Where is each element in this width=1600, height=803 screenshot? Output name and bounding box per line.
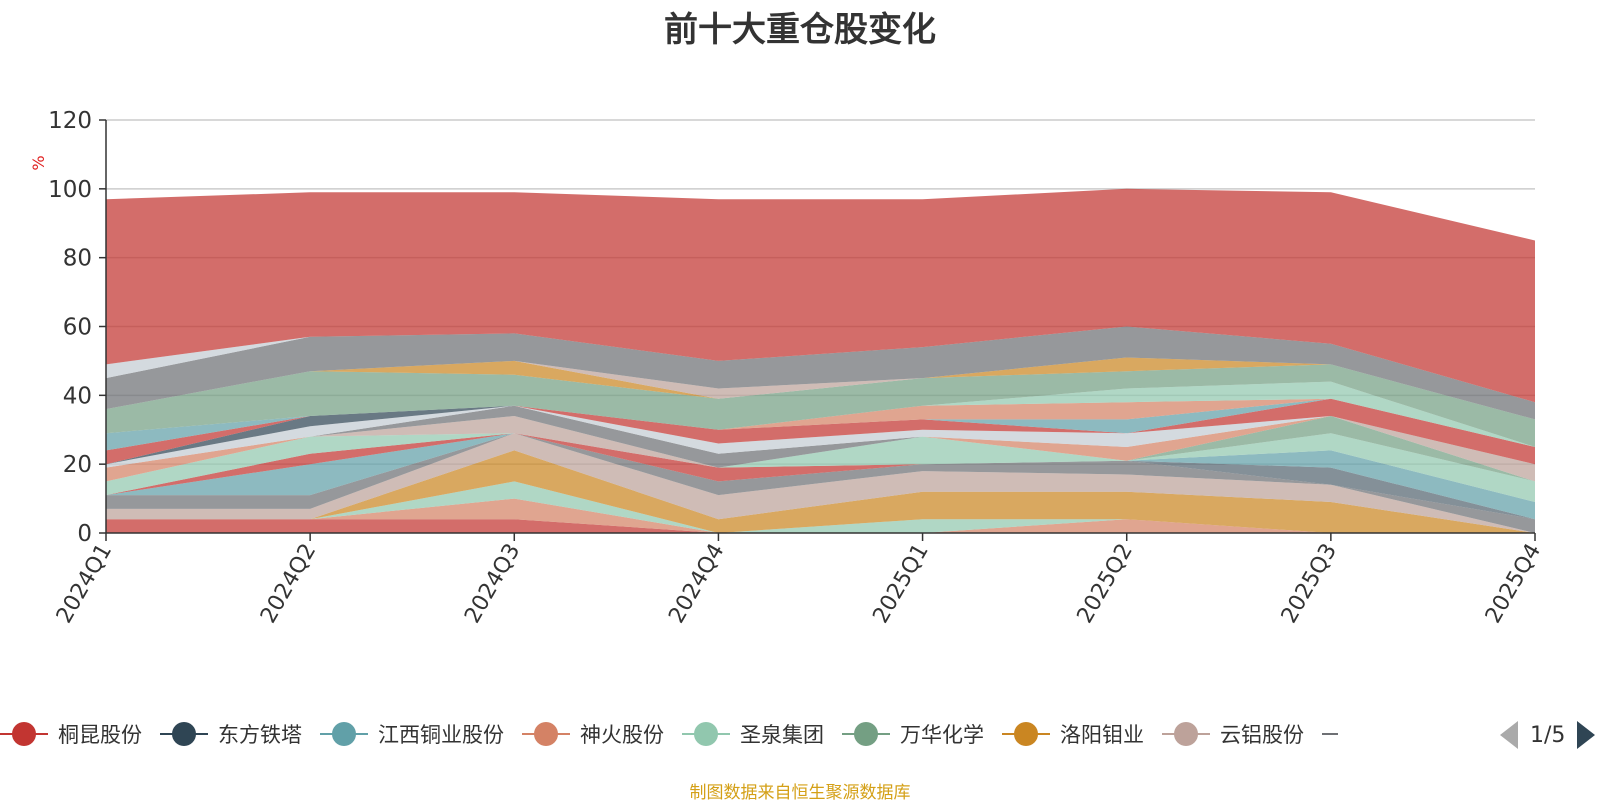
x-tick-label: 2024Q4	[664, 540, 729, 628]
y-tick-label: 100	[48, 177, 92, 203]
legend-item[interactable]: 万华化学	[842, 719, 984, 749]
stacked-area-chart: 0 20 40 60 80 100 120% 2024Q1 2024Q2 2024Q3 2024Q4…	[29, 108, 1546, 628]
x-tick-label: 2025Q4	[1481, 540, 1546, 628]
area-series-5	[106, 433, 1535, 533]
x-tick-label: 2024Q2	[256, 540, 321, 628]
legend-item[interactable]: 云铝股份	[1162, 719, 1304, 749]
area-series-24	[106, 326, 1535, 420]
area-series-21	[106, 364, 1535, 447]
area-series-22	[106, 357, 1535, 420]
y-tick-label: 40	[63, 383, 92, 409]
legend-marker-icon	[842, 722, 890, 746]
y-tick-label: 120	[48, 108, 92, 134]
legend-marker-icon	[1002, 722, 1050, 746]
legend-item[interactable]: 圣泉集团	[682, 719, 824, 749]
area-series-14	[106, 405, 1535, 468]
x-tick-label: 2025Q2	[1073, 540, 1138, 628]
x-tick-label: 2024Q3	[460, 540, 525, 628]
legend-marker-icon	[682, 722, 730, 746]
legend-label: 云铝股份	[1220, 723, 1304, 747]
legend-marker-icon	[522, 722, 570, 746]
area-series-17	[106, 398, 1535, 465]
legend-label: 东方铁塔	[218, 723, 302, 747]
area-series-3	[106, 450, 1535, 533]
x-tick-label: 2024Q1	[52, 540, 117, 628]
area-series-20	[106, 381, 1535, 447]
legend-label: 洛阳钼业	[1060, 723, 1144, 747]
legend-item[interactable]: 桐昆股份	[0, 719, 142, 749]
legend-label: 江西铜业股份	[378, 723, 504, 747]
area-series	[106, 188, 1535, 533]
x-tick-label: 2025Q3	[1277, 540, 1342, 628]
legend-marker-icon	[1322, 722, 1338, 746]
pager-text: 1/5	[1530, 722, 1566, 748]
legend-label: 圣泉集团	[740, 723, 824, 747]
legend-label: 万华化学	[900, 723, 984, 747]
y-tick-label: 0	[77, 521, 92, 547]
legend-item[interactable]: 洛阳钼业	[1002, 719, 1144, 749]
area-series-19	[106, 398, 1535, 447]
source-note: 制图数据来自恒生聚源数据库	[689, 783, 911, 803]
legend-marker-icon	[320, 722, 368, 746]
y-tick-label: 80	[63, 246, 92, 272]
chart-title: 前十大重仓股变化	[664, 10, 936, 50]
legend-marker-icon	[1162, 722, 1210, 746]
legend-item[interactable]: 江西铜业股份	[320, 719, 504, 749]
x-tick-label: 2025Q1	[868, 540, 933, 628]
legend-item[interactable]: 神火股份	[522, 719, 664, 749]
legend: 桐昆股份 东方铁塔 江西铜业股份 神火股份 圣泉集团 万华化学 洛阳钼业 云铝股份	[0, 712, 1356, 756]
prev-page-icon[interactable]	[1500, 721, 1518, 749]
y-tick-label: 60	[63, 315, 92, 341]
legend-label: 神火股份	[580, 723, 664, 747]
legend-pager: 1/5	[1500, 715, 1596, 755]
legend-marker-icon	[160, 722, 208, 746]
area-series-11	[106, 416, 1535, 482]
area-series-2	[106, 481, 1535, 533]
area-series-1	[106, 498, 1535, 533]
legend-item[interactable]: 东方铁塔	[160, 719, 302, 749]
area-series-8	[106, 433, 1535, 502]
area-series-26	[106, 188, 1535, 403]
area-series-0	[106, 519, 1535, 533]
y-axis-label: %	[29, 155, 48, 170]
legend-marker-icon	[0, 722, 48, 746]
y-tick-label: 20	[63, 452, 92, 478]
next-page-icon[interactable]	[1577, 721, 1596, 749]
legend-label: 桐昆股份	[58, 723, 142, 747]
